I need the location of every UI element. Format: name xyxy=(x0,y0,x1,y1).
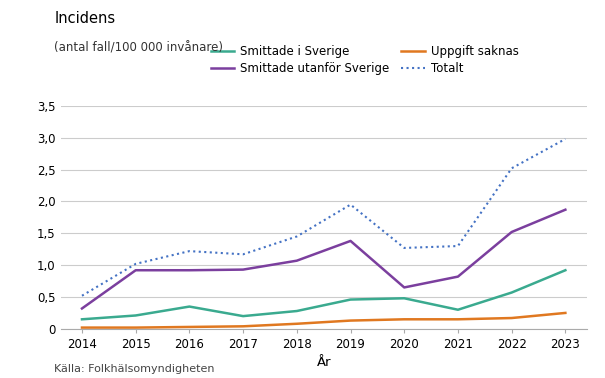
Uppgift saknas xyxy=(561,311,569,315)
Totalt xyxy=(347,202,354,207)
Uppgift saknas xyxy=(79,325,86,330)
Smittade utanför Sverige xyxy=(293,259,301,263)
Line: Smittade utanför Sverige: Smittade utanför Sverige xyxy=(82,210,565,308)
Smittade i Sverige xyxy=(79,317,86,322)
Uppgift saknas xyxy=(240,324,247,328)
Totalt xyxy=(401,246,408,250)
Totalt xyxy=(132,262,139,266)
Smittade i Sverige xyxy=(186,304,193,309)
Totalt xyxy=(561,137,569,141)
Uppgift saknas xyxy=(293,322,301,326)
Text: Källa: Folkhälsomyndigheten: Källa: Folkhälsomyndigheten xyxy=(54,364,215,374)
Smittade utanför Sverige xyxy=(347,239,354,243)
Totalt xyxy=(186,249,193,253)
Smittade i Sverige xyxy=(561,268,569,273)
Smittade i Sverige xyxy=(293,309,301,313)
Smittade i Sverige xyxy=(508,290,515,295)
Smittade utanför Sverige xyxy=(186,268,193,273)
Uppgift saknas xyxy=(401,317,408,322)
Uppgift saknas xyxy=(347,318,354,323)
Totalt xyxy=(79,293,86,298)
Smittade utanför Sverige xyxy=(240,267,247,272)
Uppgift saknas xyxy=(454,317,462,322)
Smittade i Sverige xyxy=(454,307,462,312)
Totalt xyxy=(454,244,462,248)
Smittade i Sverige xyxy=(240,314,247,318)
Smittade utanför Sverige xyxy=(401,285,408,290)
Smittade utanför Sverige xyxy=(79,306,86,311)
Line: Smittade i Sverige: Smittade i Sverige xyxy=(82,270,565,319)
Smittade i Sverige xyxy=(132,313,139,318)
Text: (antal fall/100 000 invånare): (antal fall/100 000 invånare) xyxy=(54,42,223,54)
Uppgift saknas xyxy=(132,325,139,330)
Smittade i Sverige xyxy=(347,297,354,302)
Smittade i Sverige xyxy=(401,296,408,301)
Totalt xyxy=(293,234,301,239)
Line: Totalt: Totalt xyxy=(82,139,565,296)
Totalt xyxy=(240,252,247,257)
Line: Uppgift saknas: Uppgift saknas xyxy=(82,313,565,328)
Smittade utanför Sverige xyxy=(132,268,139,273)
Text: Incidens: Incidens xyxy=(54,11,116,26)
Smittade utanför Sverige xyxy=(454,274,462,279)
Totalt xyxy=(508,166,515,170)
Smittade utanför Sverige xyxy=(508,230,515,234)
Smittade utanför Sverige xyxy=(561,208,569,212)
Uppgift saknas xyxy=(186,325,193,329)
Uppgift saknas xyxy=(508,316,515,320)
Legend: Smittade i Sverige, Smittade utanför Sverige, Uppgift saknas, Totalt: Smittade i Sverige, Smittade utanför Sve… xyxy=(206,40,523,80)
X-axis label: År: År xyxy=(316,356,331,369)
